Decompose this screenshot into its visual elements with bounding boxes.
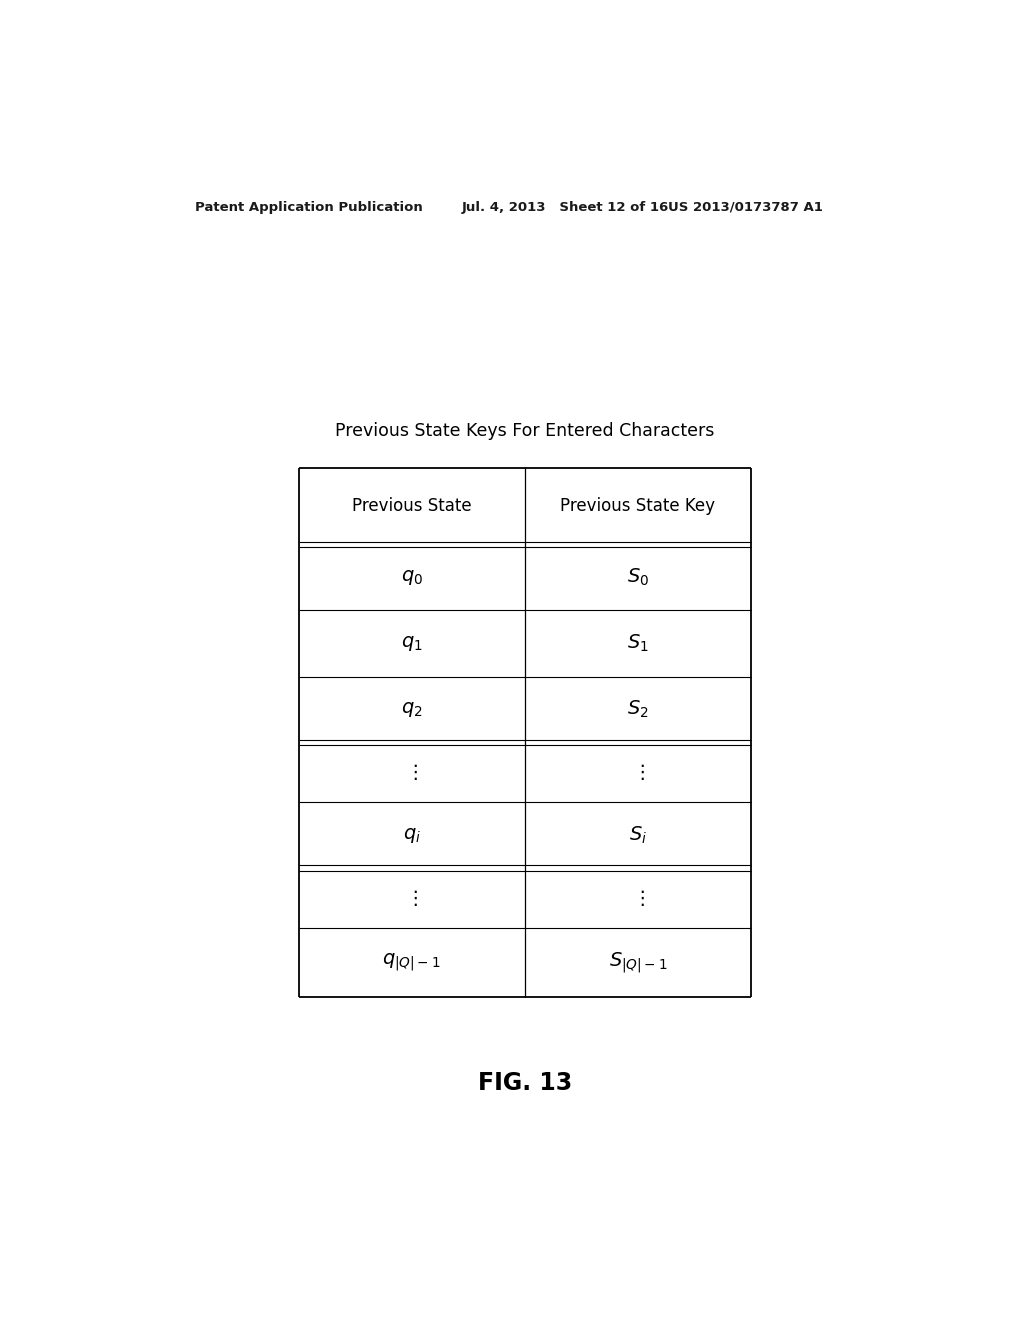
Text: Patent Application Publication: Patent Application Publication xyxy=(196,201,423,214)
Text: $S_i$: $S_i$ xyxy=(629,825,647,846)
Text: $\vdots$: $\vdots$ xyxy=(406,888,418,908)
Text: Previous State Key: Previous State Key xyxy=(560,498,716,515)
Text: $q_2$: $q_2$ xyxy=(401,700,423,719)
Text: $\vdots$: $\vdots$ xyxy=(406,763,418,783)
Text: FIG. 13: FIG. 13 xyxy=(477,1072,572,1096)
Text: $q_{|Q|-1}$: $q_{|Q|-1}$ xyxy=(383,952,441,973)
Text: $S_1$: $S_1$ xyxy=(627,632,649,655)
Text: $\vdots$: $\vdots$ xyxy=(632,763,644,783)
Text: $S_{|Q|-1}$: $S_{|Q|-1}$ xyxy=(608,950,667,974)
Text: Previous State Keys For Entered Characters: Previous State Keys For Entered Characte… xyxy=(335,422,715,440)
Text: $S_2$: $S_2$ xyxy=(627,698,648,721)
Text: $S_0$: $S_0$ xyxy=(627,566,649,589)
Text: $q_1$: $q_1$ xyxy=(400,634,423,653)
Text: US 2013/0173787 A1: US 2013/0173787 A1 xyxy=(668,201,822,214)
Text: Jul. 4, 2013   Sheet 12 of 16: Jul. 4, 2013 Sheet 12 of 16 xyxy=(461,201,669,214)
Text: $q_i$: $q_i$ xyxy=(402,825,421,845)
Text: $\vdots$: $\vdots$ xyxy=(632,888,644,908)
Text: $q_0$: $q_0$ xyxy=(400,568,423,587)
Text: Previous State: Previous State xyxy=(352,498,471,515)
